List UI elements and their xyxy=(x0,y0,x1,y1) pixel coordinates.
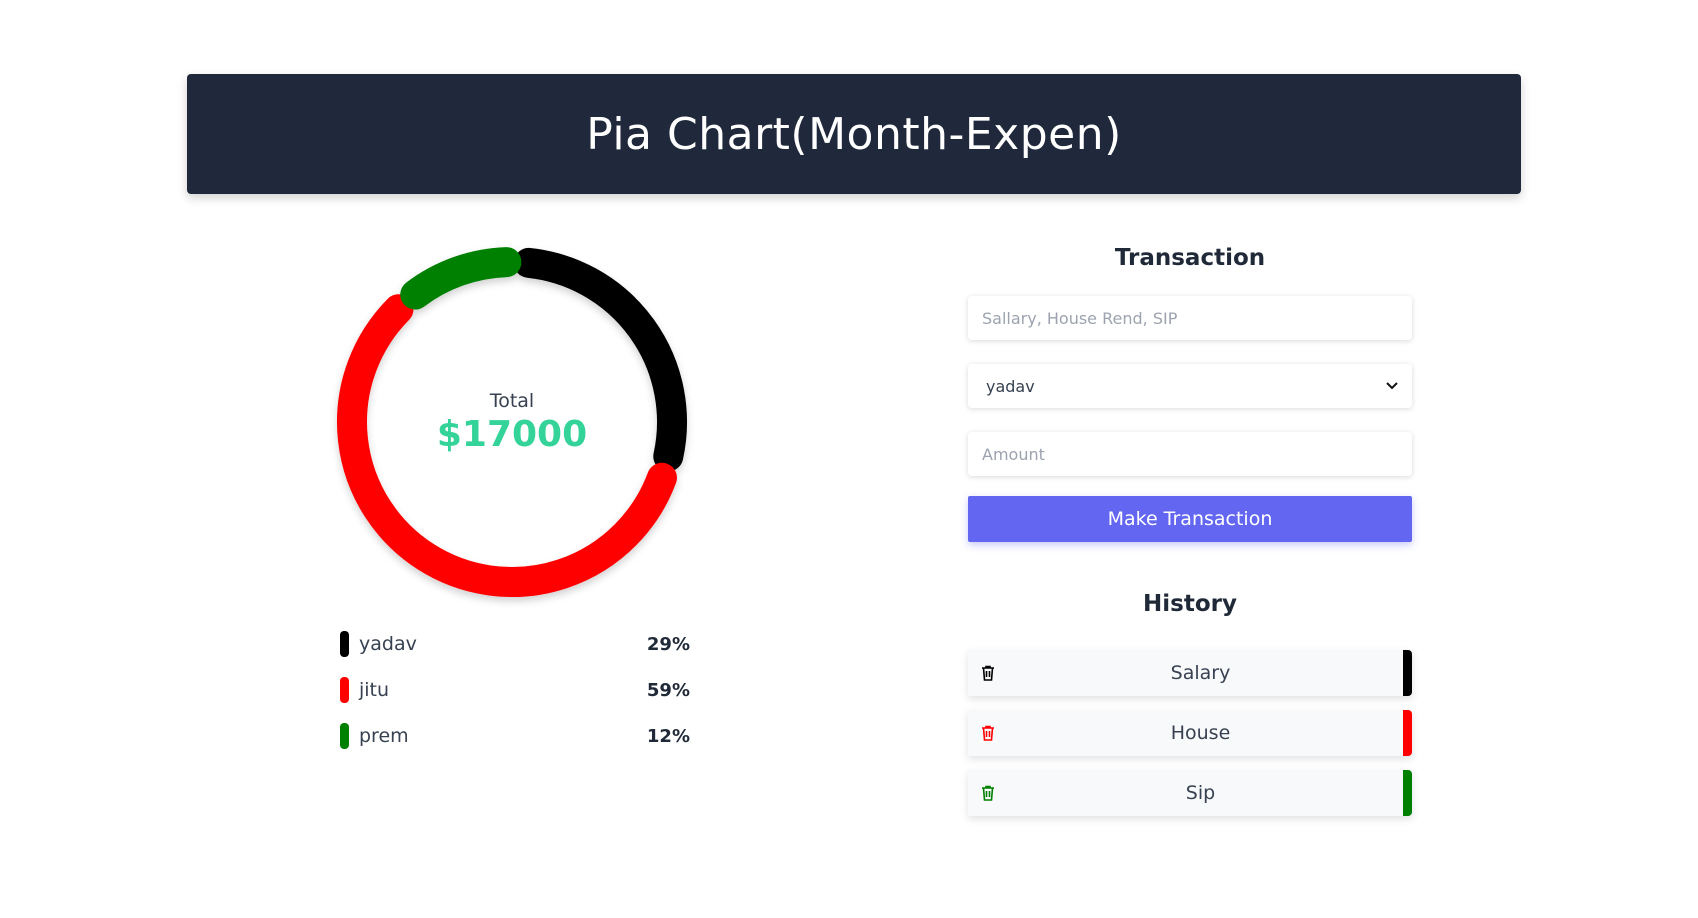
history-item: House xyxy=(968,710,1412,756)
amount-input[interactable] xyxy=(968,432,1412,476)
donut-center: Total $17000 xyxy=(322,232,702,612)
history-item: Sip xyxy=(968,770,1412,816)
history-item-color-bar xyxy=(1403,650,1412,696)
chart-legend: yadav 29% jitu 59% prem 12% xyxy=(340,630,690,768)
history-list: Salary House Sip xyxy=(968,650,1412,816)
history-title: History xyxy=(1143,591,1237,617)
category-select-value: yadav xyxy=(986,376,1035,396)
legend-item: yadav 29% xyxy=(340,630,690,658)
category-select[interactable]: yadav xyxy=(968,364,1412,408)
history-item: Salary xyxy=(968,650,1412,696)
history-item-label: House xyxy=(1170,722,1231,744)
transaction-title: Transaction xyxy=(1114,245,1266,271)
transaction-name-input[interactable] xyxy=(968,296,1412,340)
legend-item: prem 12% xyxy=(340,722,690,750)
trash-icon[interactable] xyxy=(968,785,1008,801)
donut-slice-prem xyxy=(400,247,522,310)
page-header: Pia Chart(Month-Expen) xyxy=(187,74,1521,194)
page-title: Pia Chart(Month-Expen) xyxy=(586,108,1122,160)
donut-chart: Total $17000 xyxy=(322,232,702,612)
make-transaction-button[interactable]: Make Transaction xyxy=(968,496,1412,542)
legend-label: prem xyxy=(359,725,409,747)
legend-label: yadav xyxy=(359,633,417,655)
total-value: $17000 xyxy=(436,413,588,455)
donut-slice-yadav xyxy=(513,247,687,472)
history-item-label: Salary xyxy=(1170,662,1231,684)
legend-percent: 29% xyxy=(646,633,690,655)
history-item-color-bar xyxy=(1403,770,1412,816)
legend-percent: 12% xyxy=(646,725,690,747)
transaction-panel: Transaction yadav Make Transaction Histo… xyxy=(968,240,1412,830)
trash-icon[interactable] xyxy=(968,725,1008,741)
legend-swatch xyxy=(340,631,349,657)
history-item-label: Sip xyxy=(1185,782,1216,804)
history-item-color-bar xyxy=(1403,710,1412,756)
legend-swatch xyxy=(340,723,349,749)
donut-slice-jitu xyxy=(337,294,677,597)
donut-chart-svg xyxy=(337,247,687,597)
legend-item: jitu 59% xyxy=(340,676,690,704)
chevron-down-icon xyxy=(1386,378,1398,394)
total-label: Total xyxy=(489,389,535,412)
legend-swatch xyxy=(340,677,349,703)
legend-percent: 59% xyxy=(646,679,690,701)
trash-icon[interactable] xyxy=(968,665,1008,681)
legend-label: jitu xyxy=(359,679,390,701)
